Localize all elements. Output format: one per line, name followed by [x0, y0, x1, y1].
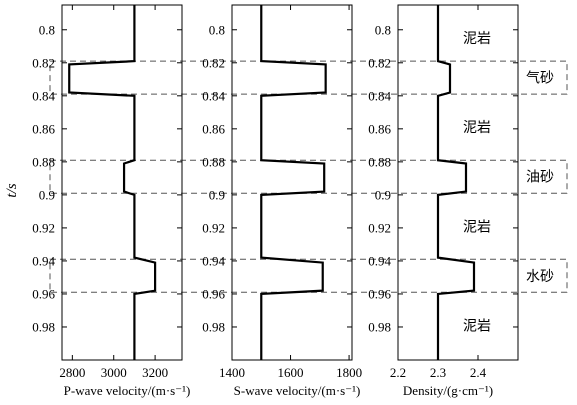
x-tick-label: 2800: [59, 365, 85, 380]
y-tick-label: 0.84: [32, 88, 55, 103]
x-tick-label: 2.4: [470, 365, 487, 380]
x-axis-label: P-wave velocity/(m·s⁻¹): [64, 383, 191, 398]
y-tick-label: 0.96: [202, 286, 225, 301]
y-tick-label: 0.8: [39, 22, 55, 37]
y-tick-label: 0.9: [375, 187, 391, 202]
y-tick-label: 0.8: [209, 22, 225, 37]
x-axis-label: Density/(g·cm⁻¹): [403, 383, 493, 398]
y-tick-label: 0.94: [32, 253, 55, 268]
lithology-label: 泥岩: [463, 120, 491, 136]
p-wave-curve: [68, 5, 157, 360]
x-tick-label: 1800: [336, 365, 362, 380]
y-tick-label: 0.9: [39, 187, 55, 202]
y-tick-label: 0.84: [368, 88, 391, 103]
x-tick-label: 3200: [142, 365, 168, 380]
y-tick-label: 0.98: [32, 319, 55, 334]
y-tick-label: 0.96: [32, 286, 55, 301]
x-tick-label: 1600: [278, 365, 304, 380]
panel-frame: [61, 4, 183, 361]
y-tick-label: 0.92: [32, 220, 55, 235]
curves-layer: [68, 5, 476, 360]
fluid-zone-boxes: [49, 60, 568, 293]
y-tick-label: 0.86: [32, 121, 55, 136]
y-tick-label: 0.86: [368, 121, 391, 136]
lithology-label: 泥岩: [463, 31, 491, 47]
y-tick-label: 0.94: [368, 253, 391, 268]
panel-frame: [231, 4, 353, 361]
y-tick-label: 0.94: [202, 253, 225, 268]
fluid-zone-label: 水砂: [526, 269, 554, 285]
y-tick-label: 0.88: [368, 154, 391, 169]
y-tick-label: 0.96: [368, 286, 391, 301]
y-tick-label: 0.98: [368, 319, 391, 334]
y-tick-label: 0.92: [202, 220, 225, 235]
x-tick-label: 3000: [101, 365, 127, 380]
panel-frame: [397, 4, 519, 361]
lithology-label: 泥岩: [463, 318, 491, 334]
fluid-zone-box: [49, 60, 568, 95]
fluid-zone-label: 气砂: [526, 71, 554, 87]
y-tick-label: 0.82: [368, 55, 391, 70]
y-tick-label: 0.98: [202, 319, 225, 334]
x-axis-label: S-wave velocity/(m·s⁻¹): [234, 383, 361, 398]
y-tick-label: 0.88: [32, 154, 55, 169]
x-tick-label: 2.2: [390, 365, 406, 380]
axes-layer: 0.8 0.82 0.84 0.86 0.88 0.9 0.92 0.94 0.96 0.98 28…: [32, 4, 519, 398]
y-tick-label: 0.88: [202, 154, 225, 169]
fluid-zone-box: [49, 159, 568, 194]
x-tick-label: 2.3: [430, 365, 446, 380]
fluid-zone-box: [49, 258, 568, 293]
density-curve: [436, 5, 476, 360]
lithology-label: 泥岩: [463, 219, 491, 235]
fluid-zone-label: 油砂: [526, 170, 554, 186]
y-tick-label: 0.82: [202, 55, 225, 70]
s-wave-curve: [260, 5, 327, 360]
y-tick-label: 0.92: [368, 220, 391, 235]
y-tick-label: 0.9: [209, 187, 225, 202]
y-tick-label: 0.84: [202, 88, 225, 103]
y-tick-label: 0.8: [375, 22, 391, 37]
y-axis-label: t/s: [4, 183, 20, 197]
x-tick-label: 1400: [219, 365, 245, 380]
y-tick-label: 0.82: [32, 55, 55, 70]
y-tick-label: 0.86: [202, 121, 225, 136]
